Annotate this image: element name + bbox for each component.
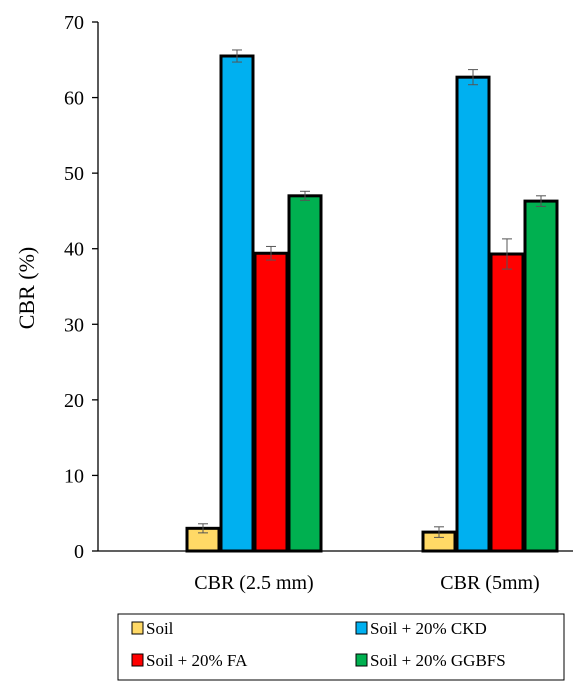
- y-tick-label: 40: [64, 239, 84, 261]
- legend-label: Soil + 20% CKD: [370, 619, 487, 638]
- bar: [523, 199, 559, 553]
- y-tick-label: 20: [64, 390, 84, 412]
- bar: [489, 252, 525, 553]
- bar: [455, 75, 491, 553]
- legend-swatch: [355, 621, 368, 635]
- y-tick-label: 70: [64, 12, 84, 34]
- bar: [287, 194, 323, 553]
- legend: Soil Soil + 20% CKD Soil + 20% FA Soil + 20…: [117, 613, 565, 681]
- x-category-label: CBR (5mm): [440, 572, 539, 594]
- legend-label: Soil: [146, 619, 174, 638]
- legend-swatch: [131, 653, 144, 667]
- legend-label: Soil + 20% FA: [146, 651, 248, 670]
- x-category-label: CBR (2.5 mm): [194, 572, 313, 594]
- legend-label: Soil + 20% GGBFS: [370, 651, 506, 670]
- bar: [253, 251, 289, 553]
- y-tick-label: 50: [64, 163, 84, 185]
- bar: [219, 54, 255, 553]
- y-tick-label: 30: [64, 314, 84, 336]
- legend-swatch: [131, 621, 144, 635]
- legend-box: [117, 613, 565, 681]
- legend-swatch: [355, 653, 368, 667]
- y-tick-label: 0: [74, 541, 84, 563]
- y-tick-label: 10: [64, 465, 84, 487]
- plot-area: 0 10 20 30 40 50 60 70 CBR (2.5 mm) CBR (5mm): [64, 12, 573, 594]
- y-axis-title: CBR (%): [14, 247, 39, 330]
- y-tick-label: 60: [64, 88, 84, 110]
